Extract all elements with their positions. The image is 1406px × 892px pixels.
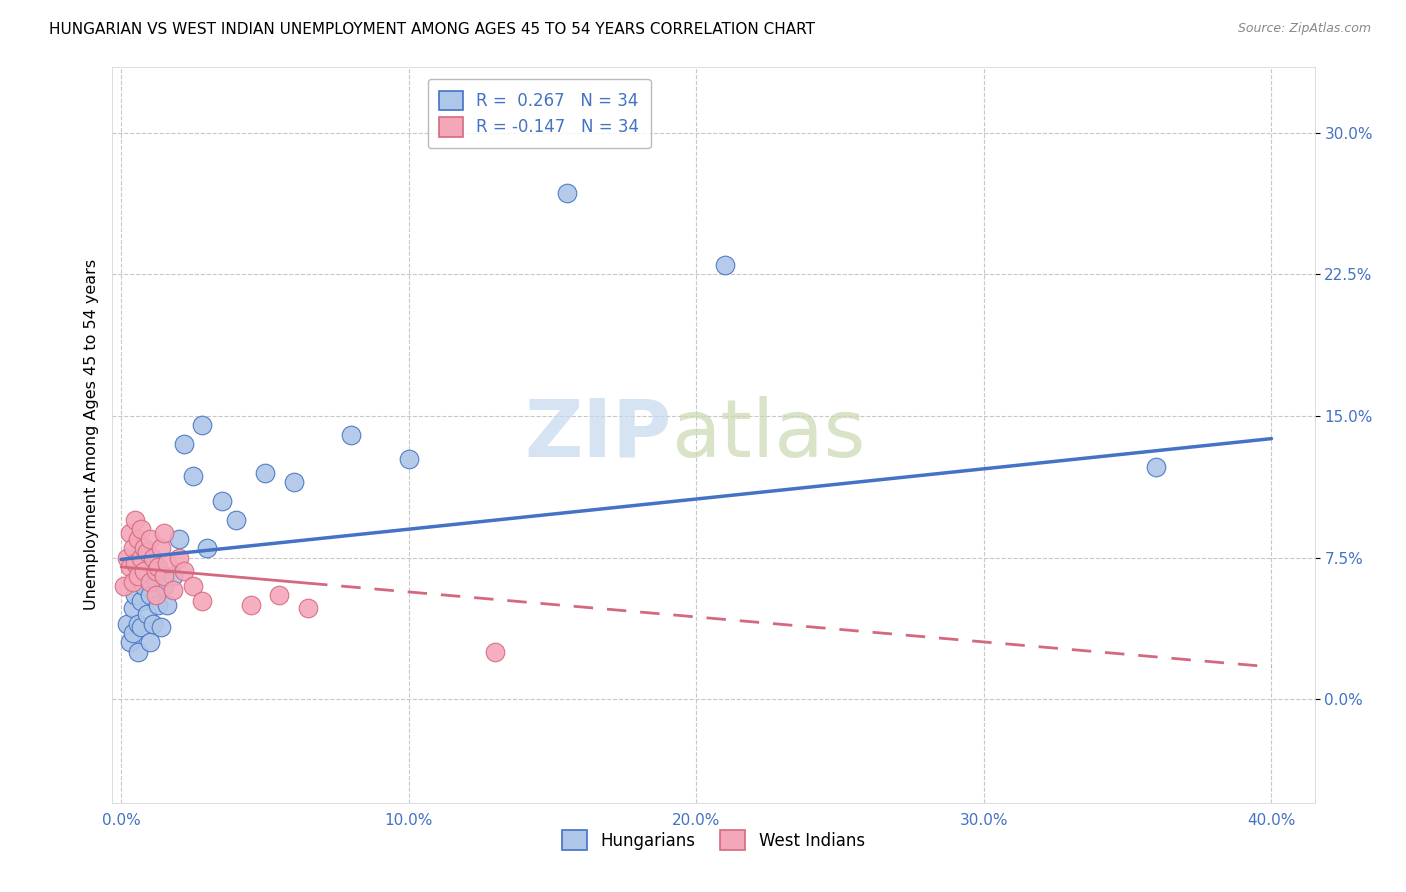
- Point: [115, 550, 138, 565]
- Point: [121, 541, 143, 555]
- Point: [148, 598, 170, 612]
- Point: [118, 635, 141, 649]
- Point: [225, 513, 247, 527]
- Point: [167, 550, 190, 565]
- Point: [145, 574, 167, 589]
- Point: [173, 437, 195, 451]
- Point: [129, 620, 152, 634]
- Point: [173, 564, 195, 578]
- Point: [121, 601, 143, 615]
- Text: Source: ZipAtlas.com: Source: ZipAtlas.com: [1237, 22, 1371, 36]
- Point: [132, 564, 156, 578]
- Point: [156, 556, 179, 570]
- Text: HUNGARIAN VS WEST INDIAN UNEMPLOYMENT AMONG AGES 45 TO 54 YEARS CORRELATION CHAR: HUNGARIAN VS WEST INDIAN UNEMPLOYMENT AM…: [49, 22, 815, 37]
- Point: [190, 594, 212, 608]
- Point: [153, 569, 176, 583]
- Text: atlas: atlas: [672, 396, 866, 474]
- Point: [139, 635, 162, 649]
- Point: [139, 588, 162, 602]
- Point: [118, 526, 141, 541]
- Point: [145, 588, 167, 602]
- Legend: Hungarians, West Indians: Hungarians, West Indians: [555, 823, 872, 857]
- Point: [124, 556, 146, 570]
- Point: [127, 616, 149, 631]
- Y-axis label: Unemployment Among Ages 45 to 54 years: Unemployment Among Ages 45 to 54 years: [83, 260, 98, 610]
- Point: [148, 560, 170, 574]
- Point: [127, 569, 149, 583]
- Point: [139, 532, 162, 546]
- Point: [1146, 459, 1168, 474]
- Point: [136, 607, 159, 621]
- Point: [162, 569, 184, 583]
- Point: [112, 579, 135, 593]
- Point: [555, 186, 578, 201]
- Point: [283, 475, 305, 489]
- Point: [181, 469, 204, 483]
- Point: [150, 541, 173, 555]
- Point: [150, 620, 173, 634]
- Point: [132, 579, 156, 593]
- Point: [269, 588, 291, 602]
- Point: [139, 574, 162, 589]
- Point: [253, 466, 276, 480]
- Point: [142, 616, 165, 631]
- Point: [118, 560, 141, 574]
- Point: [153, 579, 176, 593]
- Point: [129, 550, 152, 565]
- Point: [121, 626, 143, 640]
- Point: [211, 494, 233, 508]
- Point: [145, 564, 167, 578]
- Point: [129, 594, 152, 608]
- Point: [115, 616, 138, 631]
- Point: [132, 541, 156, 555]
- Point: [127, 532, 149, 546]
- Point: [121, 574, 143, 589]
- Point: [124, 513, 146, 527]
- Point: [340, 427, 363, 442]
- Point: [297, 601, 319, 615]
- Point: [156, 598, 179, 612]
- Point: [136, 545, 159, 559]
- Point: [398, 452, 420, 467]
- Point: [167, 532, 190, 546]
- Point: [714, 258, 737, 272]
- Point: [124, 588, 146, 602]
- Point: [153, 526, 176, 541]
- Text: ZIP: ZIP: [524, 396, 672, 474]
- Point: [239, 598, 262, 612]
- Point: [484, 645, 506, 659]
- Point: [129, 522, 152, 536]
- Point: [142, 550, 165, 565]
- Point: [197, 541, 219, 555]
- Point: [127, 645, 149, 659]
- Point: [162, 582, 184, 597]
- Point: [190, 418, 212, 433]
- Point: [181, 579, 204, 593]
